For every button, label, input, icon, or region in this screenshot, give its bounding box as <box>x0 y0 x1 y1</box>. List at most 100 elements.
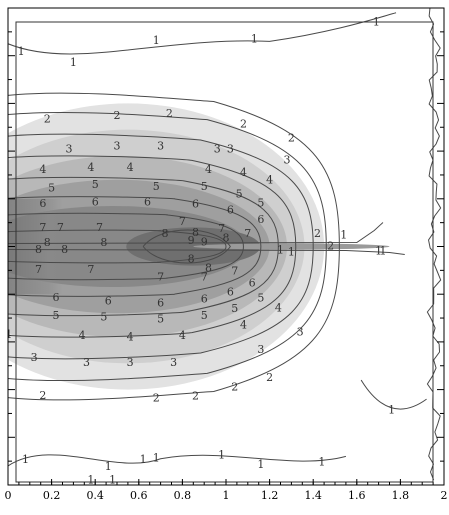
contour-label: 7 <box>96 221 103 234</box>
contour-label: 5 <box>201 309 208 322</box>
contour-line-bottom <box>8 454 347 467</box>
contour-label: 7 <box>157 271 164 284</box>
contour-label: 4 <box>240 318 247 331</box>
contour-label: 5 <box>92 178 99 191</box>
contour-label: 8 <box>161 227 168 240</box>
contour-label: 4 <box>87 161 94 174</box>
contour-label: 3 <box>284 154 291 167</box>
y-axis-ticks <box>8 7 444 486</box>
contour-label: 1 <box>375 244 382 257</box>
contour-label: 8 <box>205 261 212 274</box>
contour-label: 5 <box>52 309 59 322</box>
contour-label: 3 <box>297 325 304 338</box>
contour-label: 2 <box>288 131 295 144</box>
contour-label: 2 <box>192 389 199 402</box>
contour-label: 4 <box>79 329 86 342</box>
contour-label: 1 <box>70 56 77 69</box>
contour-label: 8 <box>35 243 42 256</box>
x-tick-label: 1.6 <box>348 489 366 502</box>
x-tick-label: 2 <box>441 489 448 502</box>
contour-label: 8 <box>61 243 68 256</box>
contour-label: 4 <box>5 328 12 341</box>
contour-label: 3 <box>114 139 121 152</box>
contour-lines <box>8 8 442 481</box>
contour-line <box>8 111 327 382</box>
contour-label: 2 <box>314 227 321 240</box>
contour-label: 1 <box>318 456 325 469</box>
contour-label: 2 <box>327 240 334 253</box>
contour-label: 1 <box>140 453 147 466</box>
x-axis: 0 0.2 0.4 0.6 0.8 1 1.2 1.4 1.6 1.8 2 <box>5 479 448 502</box>
contour-label: 1 <box>109 473 116 486</box>
contour-label: 5 <box>100 311 107 324</box>
contour-label: 8 <box>188 252 195 265</box>
contour-label: 2 <box>153 392 160 405</box>
contour-label: 4 <box>275 302 282 315</box>
contour-label: 3 <box>31 351 38 364</box>
contour-label: 1 <box>379 244 386 257</box>
contour-label: 3 <box>66 143 73 156</box>
contour-label: 1 <box>388 404 395 417</box>
contour-label: 6 <box>39 197 46 210</box>
contour-label: 1 <box>153 451 160 464</box>
contour-label: 8 <box>192 226 199 239</box>
contour-label: 7 <box>244 227 251 240</box>
contour-label: 4 <box>240 166 247 179</box>
contour-label: 6 <box>201 292 208 305</box>
contour-label: 1 <box>87 473 94 486</box>
x-tick-label: 1.8 <box>392 489 410 502</box>
contour-label: 4 <box>39 163 46 176</box>
contour-label: 7 <box>179 215 186 228</box>
contour-line <box>8 196 262 297</box>
contour-label: 4 <box>127 331 134 344</box>
contour-line-peak <box>142 229 231 264</box>
x-tick-label: 0.8 <box>174 489 192 502</box>
contour-label: 3 <box>157 139 164 152</box>
contour-label: 1 <box>18 45 25 58</box>
contour-label: 7 <box>87 263 94 276</box>
x-tick-label: 0.2 <box>43 489 61 502</box>
contour-line-top <box>8 12 397 55</box>
contour-label: 6 <box>227 285 234 298</box>
contour-label: 3 <box>83 356 90 369</box>
contour-label: 8 <box>223 231 230 244</box>
contour-label: 4 <box>205 163 212 176</box>
x-tick-label: 0 <box>5 489 12 502</box>
x-tick-label: 1.2 <box>261 489 279 502</box>
contour-label: 5 <box>201 180 208 193</box>
contour-label: 7 <box>201 271 208 284</box>
inner-frame <box>15 21 434 483</box>
contour-label: 1 <box>340 229 347 242</box>
contour-label: 5 <box>48 181 55 194</box>
contour-label: 1 <box>288 245 295 258</box>
contour-label: 6 <box>144 196 151 209</box>
contour-label: 3 <box>127 356 134 369</box>
contour-label: 7 <box>57 221 64 234</box>
contour-label: 9 <box>201 236 208 249</box>
contour-label: 1 <box>105 460 112 473</box>
contour-label: 4 <box>127 161 134 174</box>
x-tick-label: 0.4 <box>86 489 104 502</box>
contour-label: 2 <box>231 380 238 393</box>
contour-label: 7 <box>35 263 42 276</box>
field-shading <box>8 103 390 390</box>
x-tick-label: 1.4 <box>304 489 322 502</box>
contour-label: 1 <box>277 243 284 256</box>
contour-label: 8 <box>100 236 107 249</box>
contour-label: 6 <box>249 276 256 289</box>
contour-tail-lower <box>8 249 405 255</box>
contour-label: 9 <box>188 234 195 247</box>
contour-line <box>8 229 227 264</box>
contour-label: 5 <box>236 188 243 201</box>
contour-line-right <box>360 379 427 410</box>
contour-label: 1 <box>153 34 160 47</box>
contour-tail-upper <box>8 222 384 244</box>
x-tick-label: 0.6 <box>130 489 148 502</box>
field-core <box>126 227 261 266</box>
contour-line <box>8 92 340 401</box>
contour-label: 1 <box>251 33 258 46</box>
contour-label: 5 <box>157 313 164 326</box>
contour-label: 5 <box>257 197 264 210</box>
contour-label: 3 <box>214 143 221 156</box>
